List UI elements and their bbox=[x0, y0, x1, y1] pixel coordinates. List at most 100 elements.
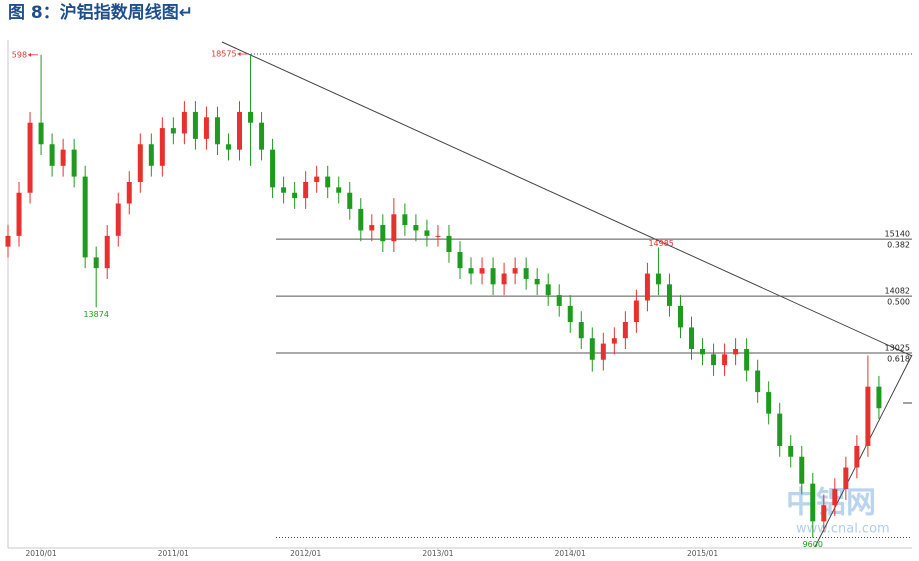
candle-body bbox=[358, 208, 364, 231]
candle-body bbox=[556, 295, 562, 306]
candle-body bbox=[402, 214, 408, 226]
candle-body bbox=[82, 176, 88, 258]
fib-ratio: 0.382 bbox=[887, 241, 910, 250]
candle-body bbox=[27, 122, 33, 193]
down-trendline bbox=[221, 41, 913, 357]
candle-body bbox=[622, 322, 628, 339]
candle-body bbox=[259, 122, 265, 150]
annotation: 18575 bbox=[211, 50, 236, 59]
candle-body bbox=[347, 192, 353, 209]
x-tick-label: 2015/01 bbox=[687, 549, 718, 558]
candle-body bbox=[435, 235, 441, 237]
annotation: 598 bbox=[12, 50, 27, 59]
candle-body bbox=[843, 467, 849, 490]
candle-body bbox=[755, 370, 761, 393]
candle-body bbox=[60, 149, 66, 166]
candle-body bbox=[391, 214, 397, 242]
candle-body bbox=[181, 111, 187, 134]
fib-value: 13025 bbox=[885, 344, 910, 353]
annotation: 14985 bbox=[648, 239, 673, 248]
candle-body bbox=[5, 235, 11, 247]
fib-ratio: 0.618 bbox=[887, 355, 910, 364]
candle-body bbox=[523, 268, 529, 279]
candle-body bbox=[148, 144, 154, 166]
candle-body bbox=[214, 117, 220, 145]
candle-body bbox=[137, 144, 143, 182]
annotation-arrowhead bbox=[28, 52, 32, 57]
candle-body bbox=[248, 111, 254, 123]
candle-body bbox=[865, 386, 871, 446]
candle-body bbox=[722, 354, 728, 366]
candle-body bbox=[380, 225, 386, 242]
candle-body bbox=[810, 483, 816, 522]
candle-body bbox=[49, 144, 55, 166]
candle-body bbox=[677, 305, 683, 328]
fib-value: 15140 bbox=[885, 230, 910, 239]
candle-body bbox=[192, 111, 198, 139]
candle-body bbox=[468, 268, 474, 274]
annotation: 9600 bbox=[803, 540, 823, 549]
candle-body bbox=[633, 300, 639, 323]
candle-body bbox=[292, 192, 298, 199]
candle-body bbox=[545, 284, 551, 296]
candle-body bbox=[270, 149, 276, 188]
candle-body bbox=[876, 386, 882, 409]
candle-body bbox=[38, 122, 44, 145]
candle-body bbox=[424, 230, 430, 236]
fib-ratio: 0.500 bbox=[887, 298, 910, 307]
x-tick-label: 2011/01 bbox=[158, 549, 189, 558]
candle-body bbox=[534, 278, 540, 285]
candle-body bbox=[281, 187, 287, 193]
candle-body bbox=[600, 343, 606, 360]
candle-body bbox=[369, 225, 375, 231]
candle-body bbox=[413, 225, 419, 231]
watermark-url: www.cnal.com bbox=[796, 522, 890, 537]
candle-body bbox=[832, 489, 838, 506]
x-tick-label: 2012/01 bbox=[290, 549, 321, 558]
candle-body bbox=[821, 505, 827, 522]
candle-body bbox=[446, 235, 452, 253]
candle-body bbox=[589, 338, 595, 360]
candle-body bbox=[777, 413, 783, 446]
candle-body bbox=[854, 445, 860, 468]
candle-body bbox=[711, 354, 717, 366]
candle-body bbox=[799, 456, 805, 484]
candle-body bbox=[237, 111, 243, 150]
candle-body bbox=[170, 128, 176, 134]
candle-body bbox=[479, 268, 485, 274]
candle-body bbox=[655, 273, 661, 285]
candle-body bbox=[744, 348, 750, 371]
candle-body bbox=[611, 338, 617, 344]
candle-body bbox=[71, 149, 77, 177]
candle-body bbox=[644, 273, 650, 301]
candle-body bbox=[512, 268, 518, 274]
annotation-arrowhead bbox=[237, 52, 241, 57]
candle-body bbox=[203, 117, 209, 139]
candle-body bbox=[126, 181, 132, 204]
candle-body bbox=[303, 181, 309, 199]
up-trendline bbox=[814, 354, 913, 548]
candle-body bbox=[490, 268, 496, 285]
x-tick-label: 2010/01 bbox=[25, 549, 56, 558]
candle-body bbox=[159, 128, 165, 166]
annotation: 13874 bbox=[83, 310, 108, 319]
candle-body bbox=[578, 322, 584, 339]
candle-body bbox=[336, 187, 342, 193]
fib-value: 14082 bbox=[885, 287, 910, 296]
x-tick-label: 2013/01 bbox=[422, 549, 453, 558]
candle-body bbox=[766, 392, 772, 414]
candle-body bbox=[501, 273, 507, 285]
candle-body bbox=[689, 327, 695, 349]
candle-body bbox=[16, 192, 22, 236]
candle-body bbox=[115, 203, 121, 236]
candle-body bbox=[314, 176, 320, 182]
candle-body bbox=[788, 445, 794, 457]
candle-body bbox=[325, 176, 331, 188]
candle-body bbox=[733, 348, 739, 355]
candle-body bbox=[225, 144, 231, 150]
candle-body bbox=[700, 348, 706, 355]
candle-body bbox=[93, 257, 99, 269]
candle-body bbox=[567, 305, 573, 323]
candle-body bbox=[666, 284, 672, 306]
